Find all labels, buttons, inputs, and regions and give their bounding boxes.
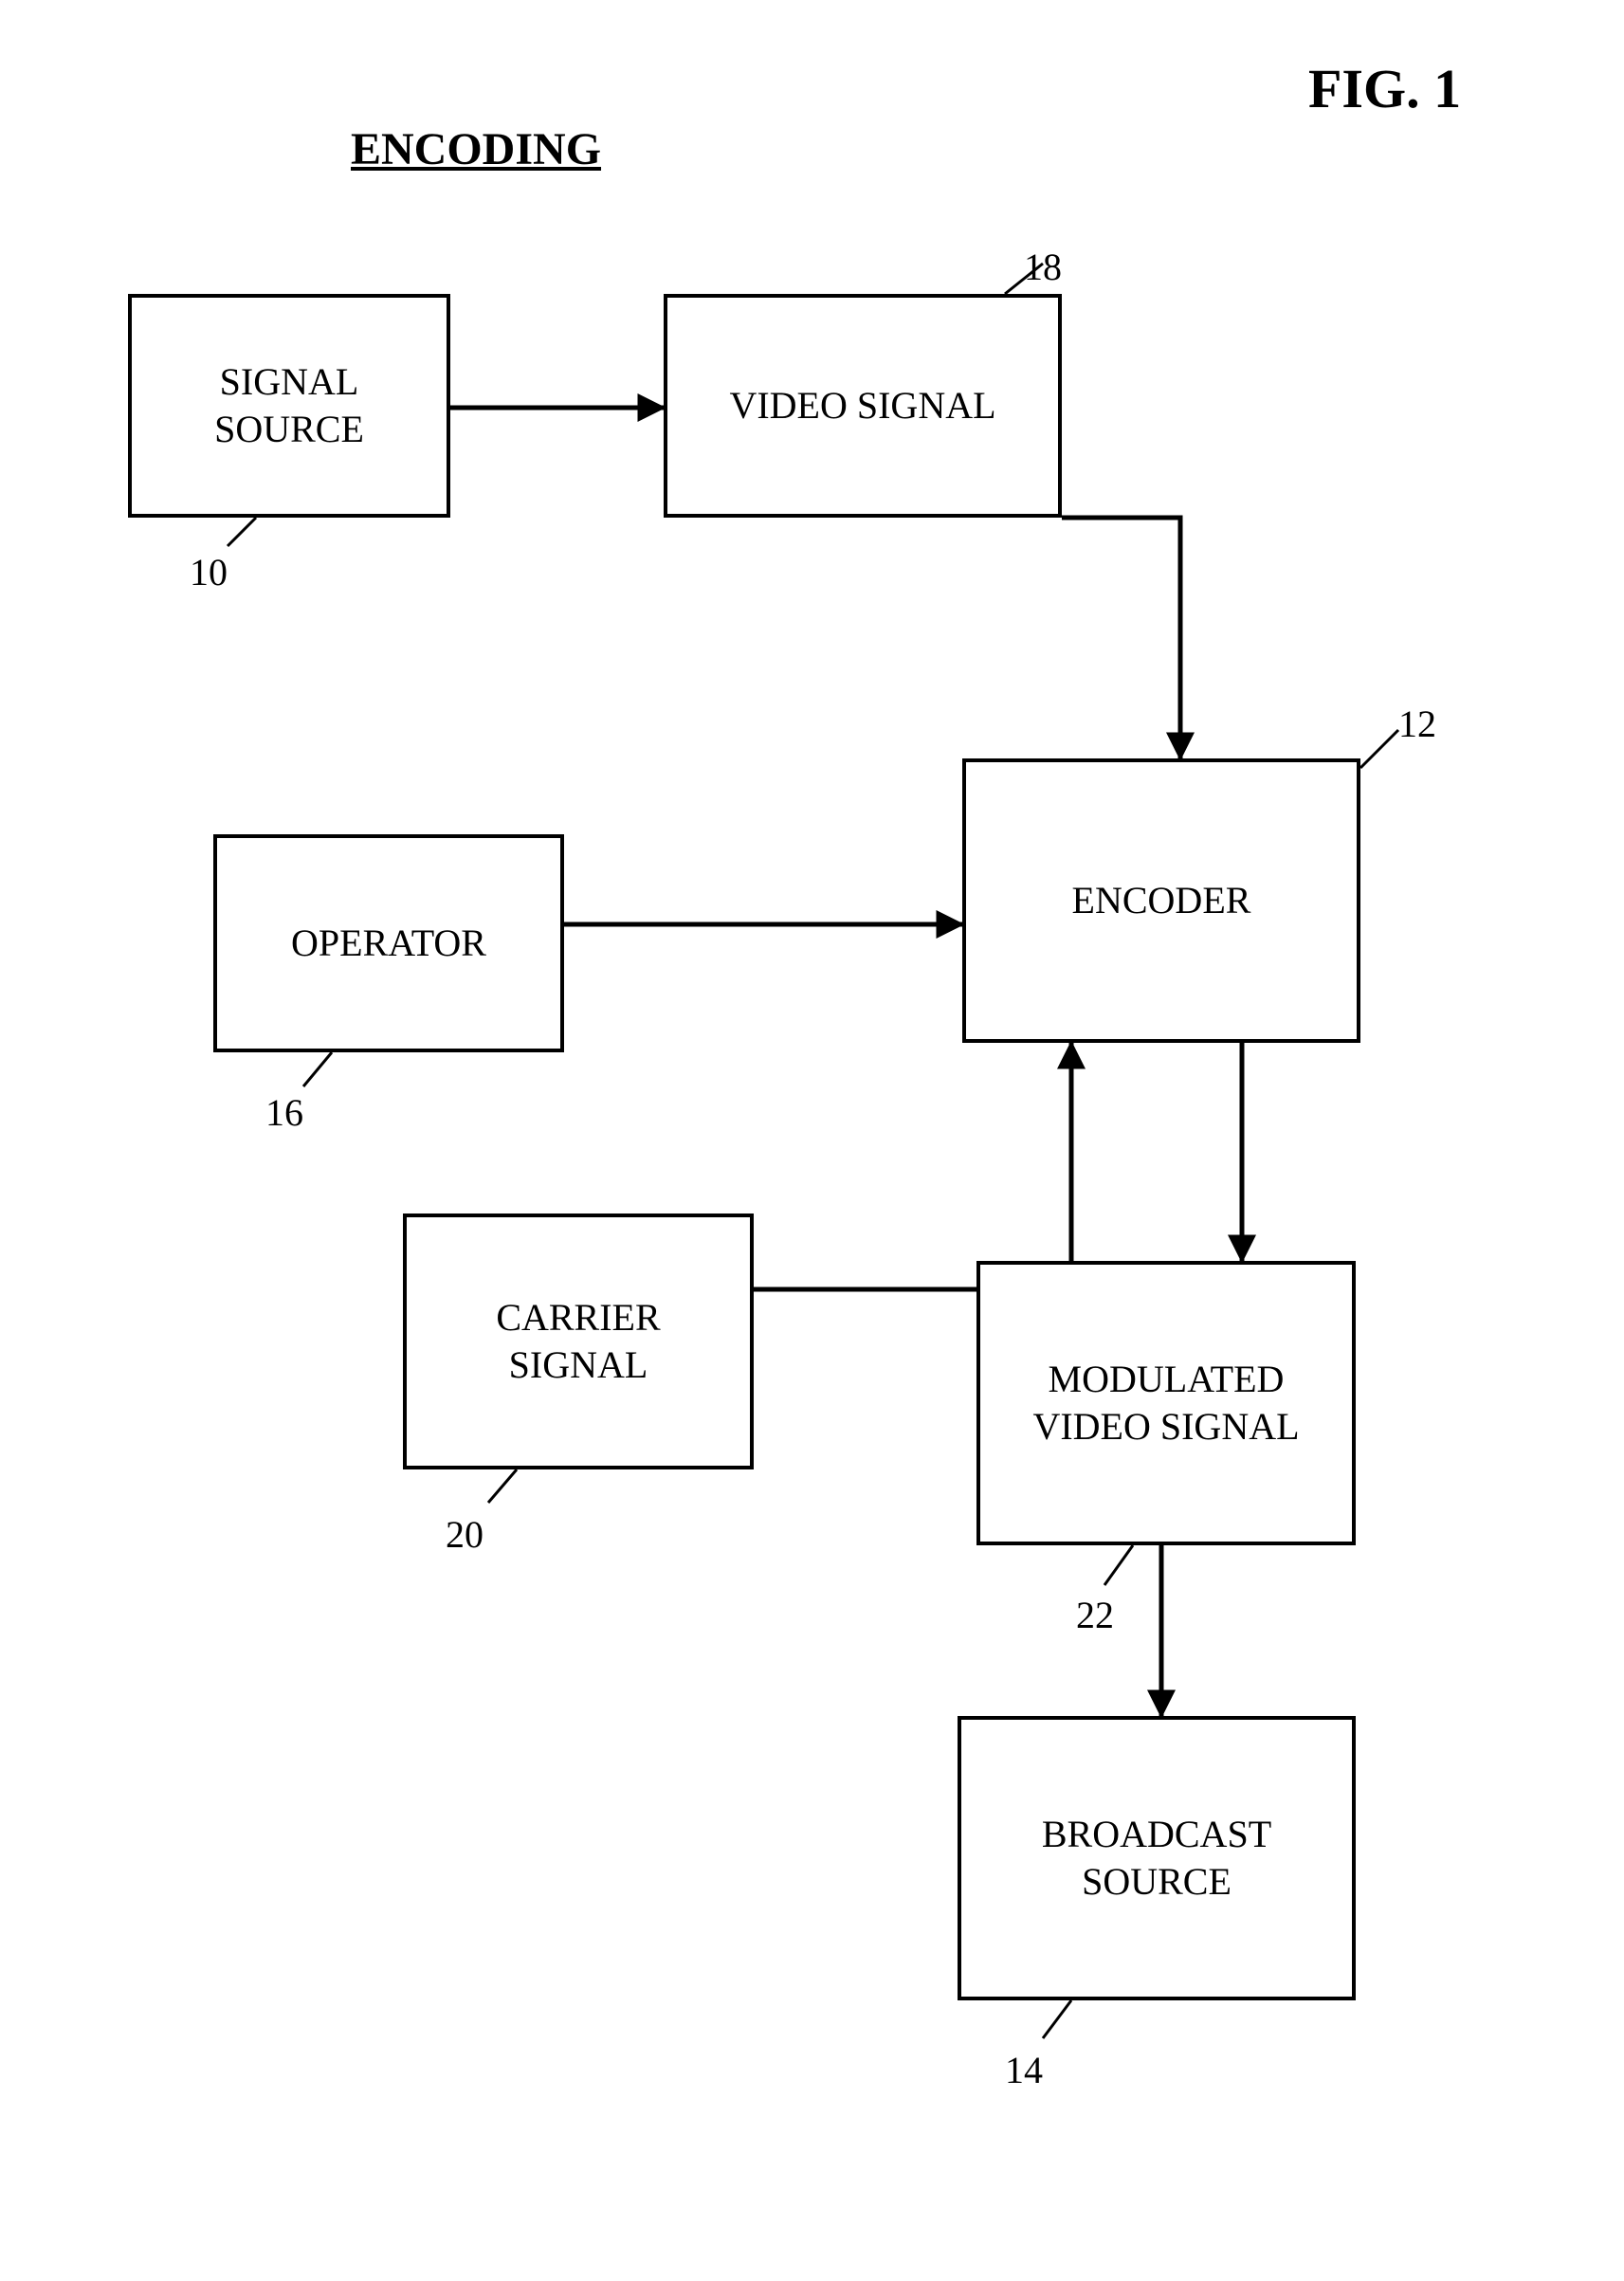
lead-modulated_video_signal	[1104, 1545, 1133, 1585]
node-label: MODULATEDVIDEO SIGNAL	[1032, 1356, 1299, 1451]
node-modulated_video_signal: MODULATEDVIDEO SIGNAL	[976, 1261, 1356, 1545]
node-label: OPERATOR	[291, 920, 486, 967]
lead-carrier_signal	[488, 1469, 517, 1503]
ref-broadcast_source: 14	[1005, 2048, 1043, 2092]
figure-title: ENCODING	[351, 123, 601, 175]
ref-signal_source: 10	[190, 550, 228, 594]
ref-operator: 16	[265, 1090, 303, 1135]
node-video_signal: VIDEO SIGNAL	[664, 294, 1062, 518]
node-label: SIGNALSOURCE	[214, 358, 364, 453]
edge-e4	[754, 1043, 1071, 1289]
figure-label: FIG. 1	[1308, 57, 1461, 120]
node-broadcast_source: BROADCASTSOURCE	[958, 1716, 1356, 2000]
node-carrier_signal: CARRIERSIGNAL	[403, 1213, 754, 1469]
edge-e2	[1062, 518, 1180, 758]
lead-signal_source	[228, 518, 256, 546]
node-label: CARRIERSIGNAL	[496, 1294, 660, 1389]
lead-broadcast_source	[1043, 2000, 1071, 2038]
ref-carrier_signal: 20	[446, 1512, 484, 1557]
node-encoder: ENCODER	[962, 758, 1360, 1043]
lead-encoder	[1360, 730, 1398, 768]
node-label: VIDEO SIGNAL	[729, 382, 995, 429]
lead-operator	[303, 1052, 332, 1086]
ref-encoder: 12	[1398, 702, 1436, 746]
node-label: BROADCASTSOURCE	[1042, 1811, 1271, 1906]
ref-video_signal: 18	[1024, 245, 1062, 289]
node-label: ENCODER	[1072, 877, 1251, 924]
node-signal_source: SIGNALSOURCE	[128, 294, 450, 518]
ref-modulated_video_signal: 22	[1076, 1593, 1114, 1637]
node-operator: OPERATOR	[213, 834, 564, 1052]
